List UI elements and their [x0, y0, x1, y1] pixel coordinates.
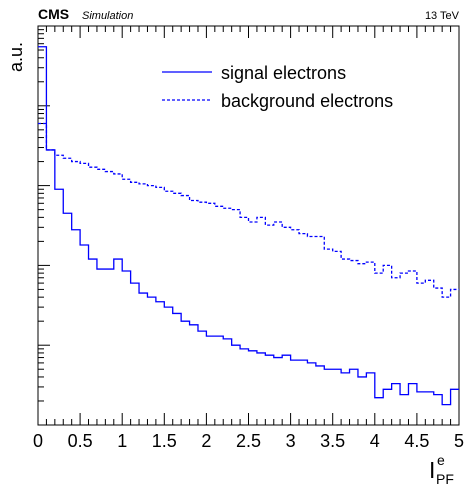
x-axis-title: I e PF: [429, 452, 454, 487]
x-tick-label: 3.5: [320, 431, 345, 451]
legend: signal electrons background electrons: [162, 63, 393, 111]
x-axis-title-base: I: [429, 457, 435, 483]
x-tick-label: 0.5: [68, 431, 93, 451]
energy-label: 13 TeV: [425, 10, 460, 22]
simulation-tag: Simulation: [82, 10, 133, 22]
y-axis-label: a.u.: [6, 42, 26, 72]
x-tick-label: 4: [370, 431, 380, 451]
series-background-electrons: [38, 122, 459, 298]
x-axis-title-sup: e: [437, 452, 445, 468]
legend-label-signal: signal electrons: [221, 63, 346, 83]
plot-frame: [37, 25, 460, 426]
x-tick-label: 2: [201, 431, 211, 451]
x-axis-title-sub: PF: [436, 471, 454, 487]
x-tick-label: 1: [117, 431, 127, 451]
series-signal-electrons: [38, 46, 459, 406]
x-tick-label: 0: [33, 431, 43, 451]
x-tick-label: 2.5: [236, 431, 261, 451]
x-tick-label: 3: [286, 431, 296, 451]
x-tick-label: 5: [454, 431, 464, 451]
experiment-label: CMS: [38, 6, 69, 22]
x-tick-label: 4.5: [404, 431, 429, 451]
legend-label-background: background electrons: [221, 91, 393, 111]
x-tick-label: 1.5: [152, 431, 177, 451]
